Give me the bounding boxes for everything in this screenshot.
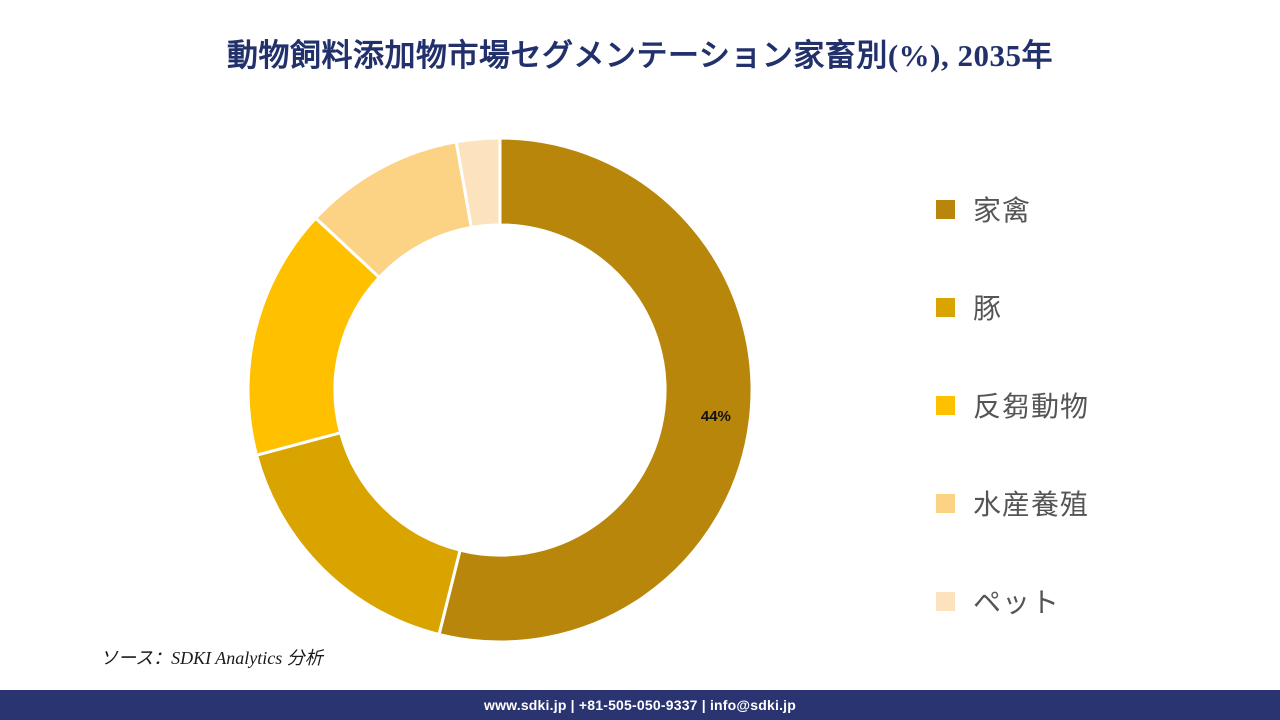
source-note: ソース：SDKI Analytics 分析 xyxy=(100,648,323,668)
chart-legend: 家禽 豚 反芻動物 水産養殖 ペット xyxy=(936,160,1256,650)
legend-item-kakin[interactable]: 家禽 xyxy=(936,160,1256,258)
donut-slice-group xyxy=(248,138,752,642)
legend-label: 家禽 xyxy=(973,195,1032,226)
legend-label: 反芻動物 xyxy=(973,391,1090,422)
slice-label-kakin: 44% xyxy=(700,408,731,426)
legend-label: 豚 xyxy=(973,293,1003,324)
legend-swatch-icon xyxy=(936,199,955,219)
footer-contact-text: www.sdki.jp | +81-505-050-9337 | info@sd… xyxy=(483,697,797,713)
page-title: 動物飼料添加物市場セグメンテーション家畜別(%), 2035年 xyxy=(226,38,1054,73)
legend-swatch-icon xyxy=(936,493,955,513)
donut-slice[interactable] xyxy=(254,430,462,637)
legend-label: 水産養殖 xyxy=(973,489,1090,520)
donut-slice[interactable] xyxy=(454,138,502,230)
donut-chart: 44% xyxy=(248,138,752,642)
legend-item-pet[interactable]: ペット xyxy=(936,552,1256,650)
legend-swatch-icon xyxy=(936,395,955,415)
legend-item-hansudoubutsu[interactable]: 反芻動物 xyxy=(936,356,1256,454)
legend-swatch-icon xyxy=(936,591,955,611)
legend-item-buta[interactable]: 豚 xyxy=(936,258,1256,356)
legend-label: ペット xyxy=(973,587,1061,618)
footer-bar: www.sdki.jp | +81-505-050-9337 | info@sd… xyxy=(0,690,1280,720)
legend-item-suisanyoushoku[interactable]: 水産養殖 xyxy=(936,454,1256,552)
legend-swatch-icon xyxy=(936,297,955,317)
donut-slice[interactable] xyxy=(437,138,752,642)
donut-chart-svg xyxy=(248,138,752,642)
